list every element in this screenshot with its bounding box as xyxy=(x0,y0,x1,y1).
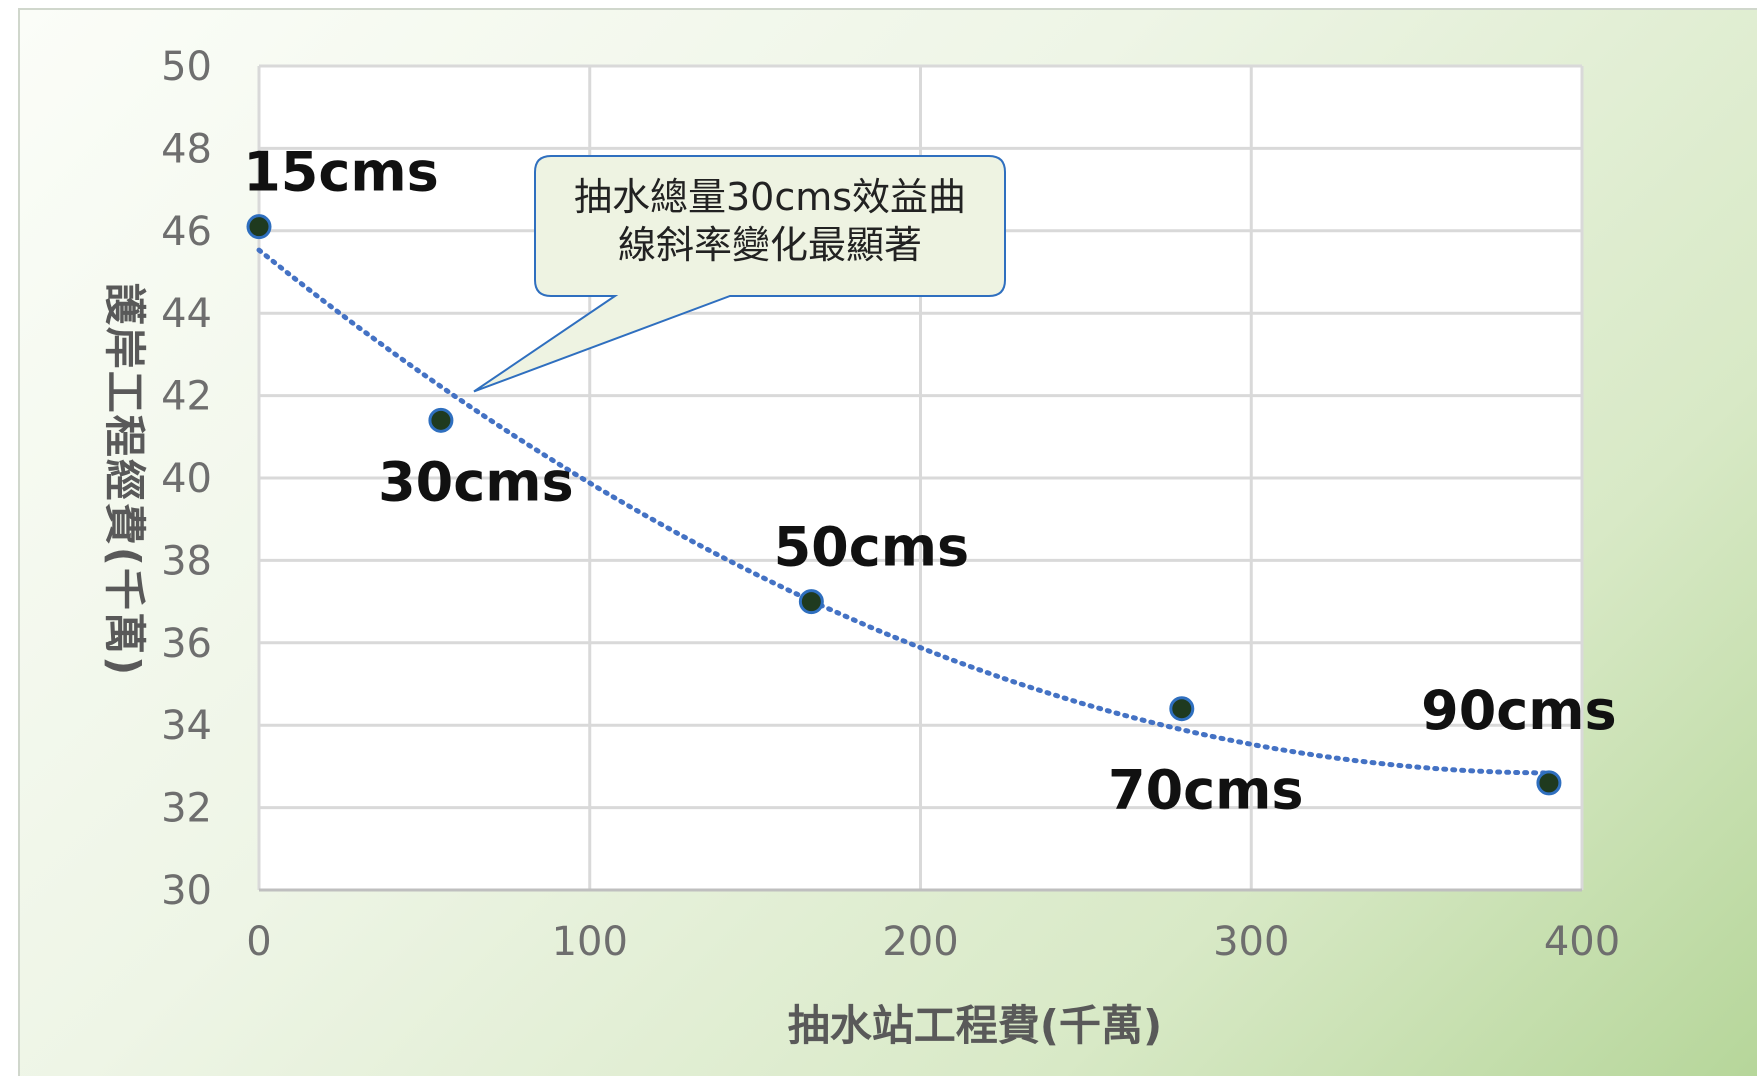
x-tick-label: 400 xyxy=(1544,919,1620,965)
y-tick-label: 38 xyxy=(161,538,212,584)
x-axis-title: 抽水站工程費(千萬) xyxy=(788,1001,1162,1050)
y-tick-label: 46 xyxy=(161,209,212,255)
point-label: 90cms xyxy=(1421,679,1617,742)
point-label: 30cms xyxy=(378,450,574,513)
y-tick-label: 40 xyxy=(161,456,212,502)
scatter-chart: 30 32 34 36 38 40 42 44 46 48 50 0 100 200 300 400 15cm… xyxy=(100,44,1620,1050)
point-labels: 15cms 30cms 50cms 70cms 90cms xyxy=(243,141,1617,822)
data-point xyxy=(1169,696,1195,722)
y-axis-title: 護岸工程經費(千萬) xyxy=(100,283,149,677)
callout-text-line: 線斜率變化最顯著 xyxy=(618,223,922,267)
x-tick-label: 0 xyxy=(246,919,271,965)
y-tick-label: 36 xyxy=(161,621,212,667)
data-point xyxy=(246,214,272,240)
x-tick-label: 100 xyxy=(552,919,628,965)
y-tick-label: 48 xyxy=(161,126,212,172)
callout-box xyxy=(473,155,1006,393)
data-point xyxy=(428,407,454,433)
y-tick-label: 44 xyxy=(161,291,212,337)
callout-text-line: 抽水總量30cms效益曲 xyxy=(574,175,966,219)
tick-labels: 30 32 34 36 38 40 42 44 46 48 50 0 100 200 300 400 xyxy=(161,44,1620,965)
y-tick-label: 42 xyxy=(161,374,212,420)
x-tick-label: 300 xyxy=(1213,919,1289,965)
data-points xyxy=(246,214,1562,796)
y-tick-label: 50 xyxy=(161,44,212,90)
point-label: 50cms xyxy=(774,516,970,579)
chart-frame: 30 32 34 36 38 40 42 44 46 48 50 0 100 200 300 400 15cm… xyxy=(18,8,1757,1076)
trendline-layer xyxy=(256,247,1552,776)
x-tick-label: 200 xyxy=(882,919,958,965)
point-label: 15cms xyxy=(243,141,439,204)
y-tick-label: 34 xyxy=(161,703,212,749)
data-point xyxy=(798,589,824,615)
y-tick-label: 32 xyxy=(161,786,212,832)
trendline xyxy=(256,247,1552,776)
data-point xyxy=(1536,770,1562,796)
y-tick-label: 30 xyxy=(161,868,212,914)
point-label: 70cms xyxy=(1108,759,1304,822)
